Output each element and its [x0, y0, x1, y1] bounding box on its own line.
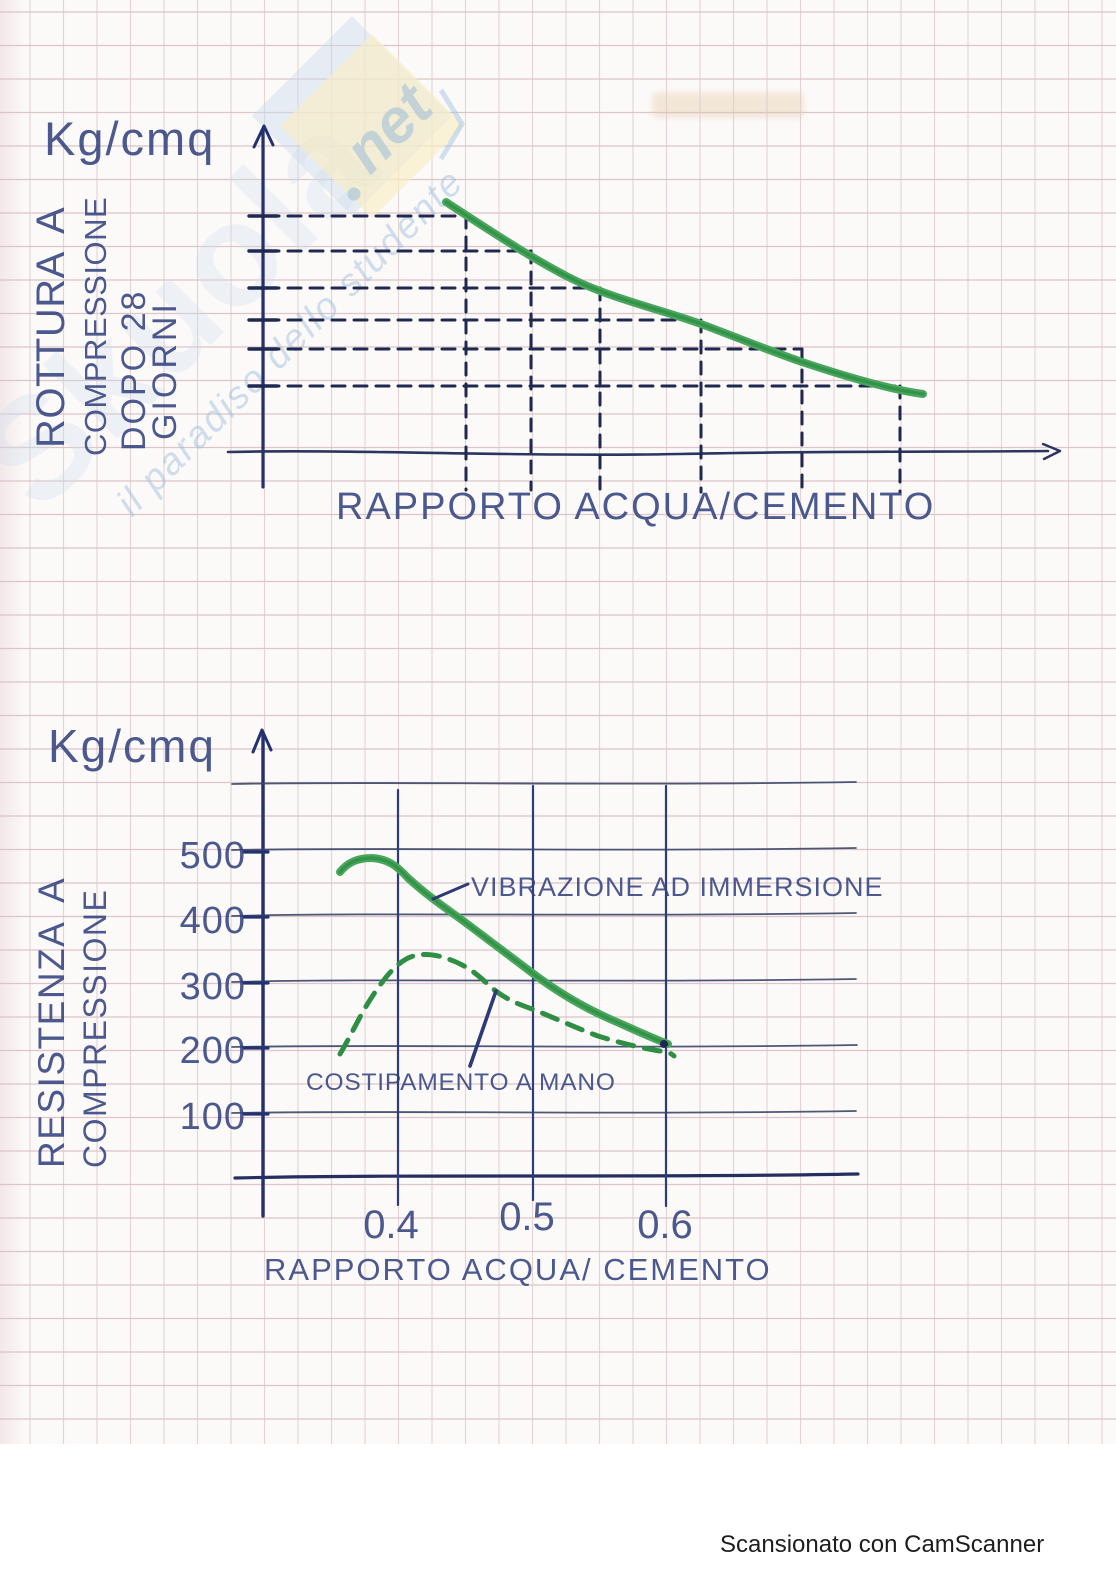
- svg-text:COSTIPAMENTO A MANO: COSTIPAMENTO A MANO: [306, 1069, 616, 1096]
- svg-text:COMPRESSIONE: COMPRESSIONE: [77, 889, 113, 1168]
- svg-text:500: 500: [180, 835, 246, 877]
- svg-text:Kg/cmq: Kg/cmq: [48, 720, 216, 772]
- svg-text:Kg/cmq: Kg/cmq: [44, 112, 215, 165]
- svg-text:RESISTENZA A: RESISTENZA A: [31, 877, 72, 1168]
- svg-text:RAPPORTO ACQUA/ CEMENTO: RAPPORTO ACQUA/ CEMENTO: [264, 1252, 772, 1287]
- svg-text:400: 400: [180, 900, 246, 942]
- svg-text:0.4: 0.4: [363, 1203, 419, 1247]
- svg-text:0.5: 0.5: [499, 1195, 555, 1239]
- svg-text:GIORNI: GIORNI: [146, 301, 184, 440]
- svg-text:VIBRAZIONE AD IMMERSIONE: VIBRAZIONE AD IMMERSIONE: [471, 872, 884, 902]
- svg-text:100: 100: [180, 1096, 246, 1138]
- svg-text:COMPRESSIONE: COMPRESSIONE: [78, 197, 113, 456]
- svg-text:DOPO 28: DOPO 28: [115, 290, 153, 451]
- svg-text:0.6: 0.6: [637, 1203, 693, 1247]
- svg-text:300: 300: [180, 966, 246, 1008]
- svg-text:ROTTURA A: ROTTURA A: [29, 207, 73, 448]
- svg-text:200: 200: [180, 1030, 246, 1072]
- svg-text:Scansionato con CamScanner: Scansionato con CamScanner: [720, 1531, 1044, 1558]
- svg-text:RAPPORTO ACQUA/CEMENTO: RAPPORTO ACQUA/CEMENTO: [336, 486, 935, 528]
